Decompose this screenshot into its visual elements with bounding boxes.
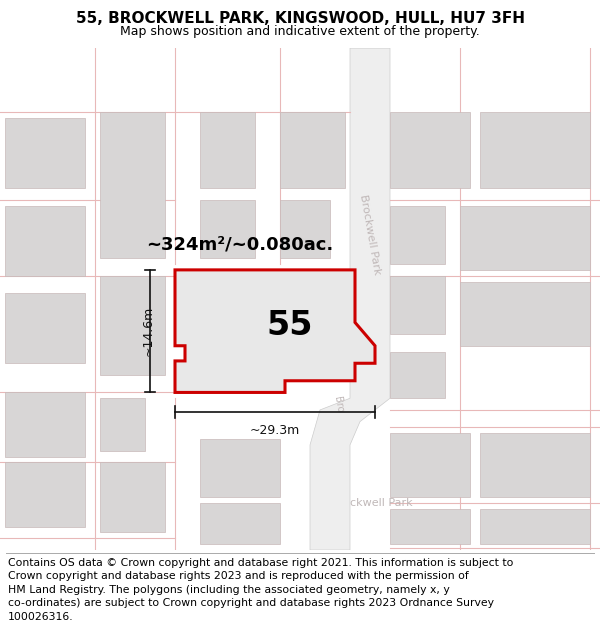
Bar — [100, 462, 165, 532]
Bar — [390, 352, 445, 398]
Text: Bro: Bro — [332, 395, 344, 413]
Bar — [100, 112, 165, 258]
Bar — [100, 398, 145, 451]
Bar — [390, 433, 470, 498]
Bar — [280, 200, 330, 258]
Bar — [5, 392, 85, 457]
Bar — [200, 439, 280, 498]
Text: ckwell Park: ckwell Park — [350, 498, 413, 508]
Bar — [200, 503, 280, 544]
Bar — [390, 509, 470, 544]
Bar — [280, 112, 345, 188]
Bar — [390, 276, 445, 334]
Bar — [390, 206, 445, 264]
Bar — [5, 462, 85, 527]
Bar — [200, 112, 255, 188]
Bar — [100, 276, 165, 375]
Polygon shape — [310, 48, 390, 550]
Bar — [5, 206, 85, 276]
Bar — [460, 206, 590, 270]
Bar — [390, 112, 470, 188]
Polygon shape — [175, 270, 375, 392]
Bar — [480, 509, 590, 544]
Text: 55, BROCKWELL PARK, KINGSWOOD, HULL, HU7 3FH: 55, BROCKWELL PARK, KINGSWOOD, HULL, HU7… — [76, 11, 524, 26]
Text: Map shows position and indicative extent of the property.: Map shows position and indicative extent… — [120, 26, 480, 39]
Bar — [480, 433, 590, 498]
Bar — [480, 112, 590, 188]
Text: Contains OS data © Crown copyright and database right 2021. This information is : Contains OS data © Crown copyright and d… — [8, 558, 513, 622]
Text: ~29.3m: ~29.3m — [250, 424, 300, 437]
Text: ~14.6m: ~14.6m — [142, 306, 155, 356]
Bar — [200, 200, 255, 258]
Bar — [460, 281, 590, 346]
Text: ~324m²/~0.080ac.: ~324m²/~0.080ac. — [146, 235, 334, 253]
Bar — [5, 118, 85, 188]
Text: Brockwell Park: Brockwell Park — [358, 194, 382, 276]
Text: 55: 55 — [267, 309, 313, 342]
Bar — [5, 293, 85, 363]
